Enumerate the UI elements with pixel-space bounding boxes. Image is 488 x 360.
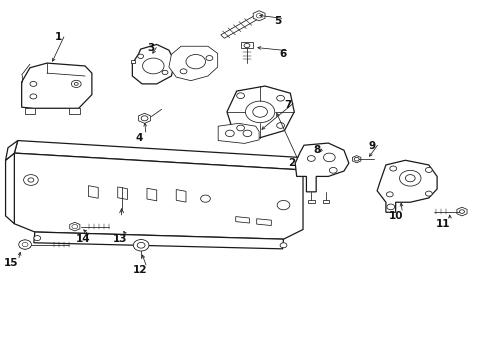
Polygon shape [5,140,18,160]
Circle shape [243,130,251,136]
Circle shape [225,130,234,136]
Polygon shape [14,140,305,170]
Circle shape [142,58,163,74]
Polygon shape [352,156,360,163]
Polygon shape [25,108,35,114]
Polygon shape [118,187,127,199]
Circle shape [276,95,284,101]
Polygon shape [70,222,80,231]
Circle shape [389,166,396,171]
Circle shape [277,201,289,210]
Polygon shape [134,239,147,251]
Text: 9: 9 [368,141,375,151]
Text: 3: 3 [147,43,154,53]
Polygon shape [456,207,466,216]
Text: 1: 1 [55,32,61,42]
Polygon shape [14,153,303,239]
Circle shape [386,204,394,210]
Polygon shape [34,232,283,249]
Circle shape [459,210,464,213]
Circle shape [28,178,34,182]
Polygon shape [220,14,261,38]
Circle shape [23,175,38,185]
Polygon shape [226,86,294,138]
Polygon shape [131,60,135,63]
Circle shape [280,243,286,248]
Polygon shape [322,200,329,203]
Circle shape [276,123,284,129]
Text: 12: 12 [133,265,147,275]
Polygon shape [88,186,98,198]
Circle shape [72,225,78,229]
Polygon shape [132,44,174,84]
Circle shape [30,81,37,86]
Circle shape [245,101,274,123]
Circle shape [307,156,315,161]
Polygon shape [5,153,14,224]
Circle shape [138,54,143,58]
Circle shape [162,70,167,75]
Polygon shape [21,63,92,108]
Polygon shape [307,200,314,203]
Text: 4: 4 [135,133,142,143]
Circle shape [141,116,148,121]
Circle shape [19,240,31,249]
Circle shape [405,175,414,182]
Circle shape [30,94,37,99]
Polygon shape [256,219,271,226]
Text: 11: 11 [435,219,450,229]
Polygon shape [168,46,217,81]
Text: 6: 6 [278,49,285,59]
Circle shape [425,191,431,196]
Polygon shape [218,123,259,143]
Text: 7: 7 [284,100,291,110]
Circle shape [323,153,334,162]
Polygon shape [376,160,436,212]
Circle shape [137,242,145,248]
Text: 8: 8 [312,144,320,154]
Circle shape [22,242,28,247]
Circle shape [236,93,244,99]
Circle shape [74,82,78,85]
Circle shape [200,195,210,202]
Text: 15: 15 [4,258,19,268]
Text: 13: 13 [113,234,127,244]
Polygon shape [176,189,185,202]
Polygon shape [147,188,157,201]
Circle shape [386,192,392,197]
Text: 5: 5 [273,17,281,27]
Circle shape [244,43,249,48]
Polygon shape [241,42,252,48]
Polygon shape [69,108,80,114]
Polygon shape [20,240,31,249]
Polygon shape [235,217,249,223]
Circle shape [133,239,149,251]
Circle shape [252,107,267,117]
Circle shape [205,55,212,60]
Circle shape [353,157,358,161]
Circle shape [71,80,81,87]
Circle shape [399,170,420,186]
Polygon shape [138,113,150,123]
Circle shape [425,167,431,172]
Circle shape [34,235,41,240]
Polygon shape [253,11,264,21]
Circle shape [185,54,205,69]
Polygon shape [295,143,348,192]
Text: 2: 2 [287,158,294,168]
Circle shape [329,167,336,173]
Text: 14: 14 [76,234,91,244]
Circle shape [256,14,262,18]
Circle shape [180,69,186,74]
Circle shape [236,125,244,131]
Text: 10: 10 [387,211,402,221]
